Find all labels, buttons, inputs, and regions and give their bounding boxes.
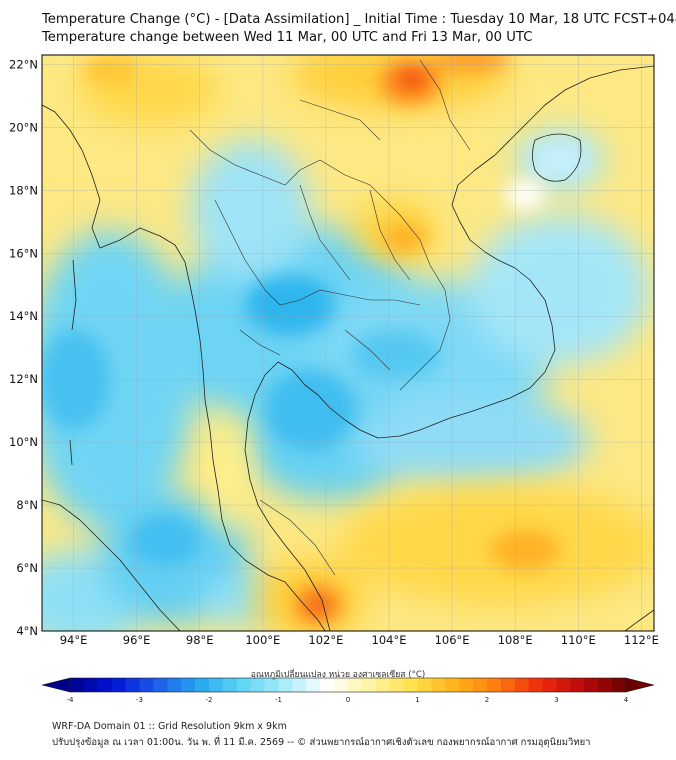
colorbar-segment	[97, 678, 113, 692]
lon-label: 94°E	[60, 633, 88, 647]
lon-label: 98°E	[186, 633, 214, 647]
colorbar-segment	[153, 678, 168, 692]
lon-label: 106°E	[435, 633, 470, 647]
colorbar-segment	[431, 678, 446, 692]
colorbar-segment	[361, 678, 377, 692]
lat-label: 4°N	[16, 624, 38, 638]
colorbar-segment	[375, 678, 391, 692]
colorbar-tick-label: -3	[136, 696, 143, 704]
colorbar-segment	[111, 678, 127, 692]
colorbar-segment	[195, 678, 210, 692]
lat-label: 6°N	[16, 561, 38, 575]
colorbar-segment	[292, 678, 307, 692]
colorbar-tick-label: -1	[275, 696, 282, 704]
lat-label: 20°N	[9, 120, 38, 134]
lat-label: 8°N	[16, 498, 38, 512]
colorbar-segment	[612, 678, 627, 692]
colorbar-segment	[83, 678, 99, 692]
lon-label: 104°E	[372, 633, 407, 647]
colorbar-segment	[250, 678, 266, 692]
colorbar-segment	[542, 678, 558, 692]
footer-model-info: WRF-DA Domain 01 :: Grid Resolution 9km …	[52, 721, 287, 732]
colorbar-segment	[417, 678, 432, 692]
colorbar-segment	[528, 678, 544, 692]
map-title: Temperature Change (°C) - [Data Assimila…	[42, 12, 676, 27]
longitude-labels: 94°E 96°E 98°E 100°E 102°E 104°E 106°E 108°E 110…	[60, 633, 659, 647]
lon-label: 102°E	[308, 633, 343, 647]
colorbar-segment	[500, 678, 516, 692]
lat-label: 10°N	[9, 435, 38, 449]
lon-label: 108°E	[498, 633, 533, 647]
colorbar-title: อุณหภูมิเปลี่ยนแปลง หน่วย องศาเซลเซียส (…	[250, 670, 426, 680]
colorbar-tick-label: 3	[554, 696, 558, 704]
lat-label: 16°N	[9, 246, 38, 260]
colorbar-segment	[459, 678, 474, 692]
colorbar-segment	[320, 678, 335, 692]
coastlines	[42, 65, 654, 631]
colorbar-tick-label: 0	[346, 696, 350, 704]
colorbar-segment	[584, 678, 599, 692]
colorbar-segment	[181, 678, 196, 692]
colorbar: -4 -3 -2 -1 0 1 2 3 4	[41, 677, 655, 704]
map-frame	[41, 54, 655, 632]
colorbar-segment	[403, 678, 419, 692]
colorbar-segment	[514, 678, 530, 692]
colorbar-segment	[167, 678, 182, 692]
colorbar-segment	[570, 678, 585, 692]
colorbar-segment	[487, 678, 502, 692]
colorbar-segment	[222, 678, 238, 692]
colorbar-segment	[389, 678, 405, 692]
colorbar-segment	[236, 678, 252, 692]
lon-label: 96°E	[123, 633, 151, 647]
colorbar-segment	[125, 678, 141, 692]
lon-label: 110°E	[561, 633, 596, 647]
colorbar-tick-label: -2	[206, 696, 213, 704]
footer-credit: ปรับปรุงข้อมูล ณ เวลา 01:00น. วัน พ. ที่…	[52, 737, 591, 748]
colorbar-tick-label: 4	[624, 696, 629, 704]
colorbar-segment	[445, 678, 460, 692]
colorbar-segment	[264, 678, 280, 692]
colorbar-segment	[556, 678, 571, 692]
lon-label: 112°E	[624, 633, 659, 647]
colorbar-segment	[70, 678, 85, 692]
map-subtitle: Temperature change between Wed 11 Mar, 0…	[42, 30, 533, 45]
lat-label: 18°N	[9, 183, 38, 197]
lon-label: 100°E	[245, 633, 280, 647]
colorbar-segment	[306, 678, 321, 692]
colorbar-tick-label: 2	[485, 696, 489, 704]
colorbar-segment	[334, 678, 349, 692]
temperature-field	[42, 55, 654, 631]
lat-label: 22°N	[9, 57, 38, 71]
lat-label: 14°N	[9, 309, 38, 323]
colorbar-tick-label: 1	[415, 696, 419, 704]
colorbar-segment	[473, 678, 488, 692]
colorbar-segment	[278, 678, 293, 692]
colorbar-segment	[598, 678, 613, 692]
colorbar-segment	[348, 678, 363, 692]
colorbar-tick-label: -4	[67, 696, 75, 704]
colorbar-segment	[139, 678, 154, 692]
colorbar-segment	[209, 678, 224, 692]
lat-label: 12°N	[9, 372, 38, 386]
latitude-labels: 22°N 20°N 18°N 16°N 14°N 12°N 10°N 8°N 6°N 4°N	[9, 57, 38, 638]
borders	[189, 59, 471, 576]
